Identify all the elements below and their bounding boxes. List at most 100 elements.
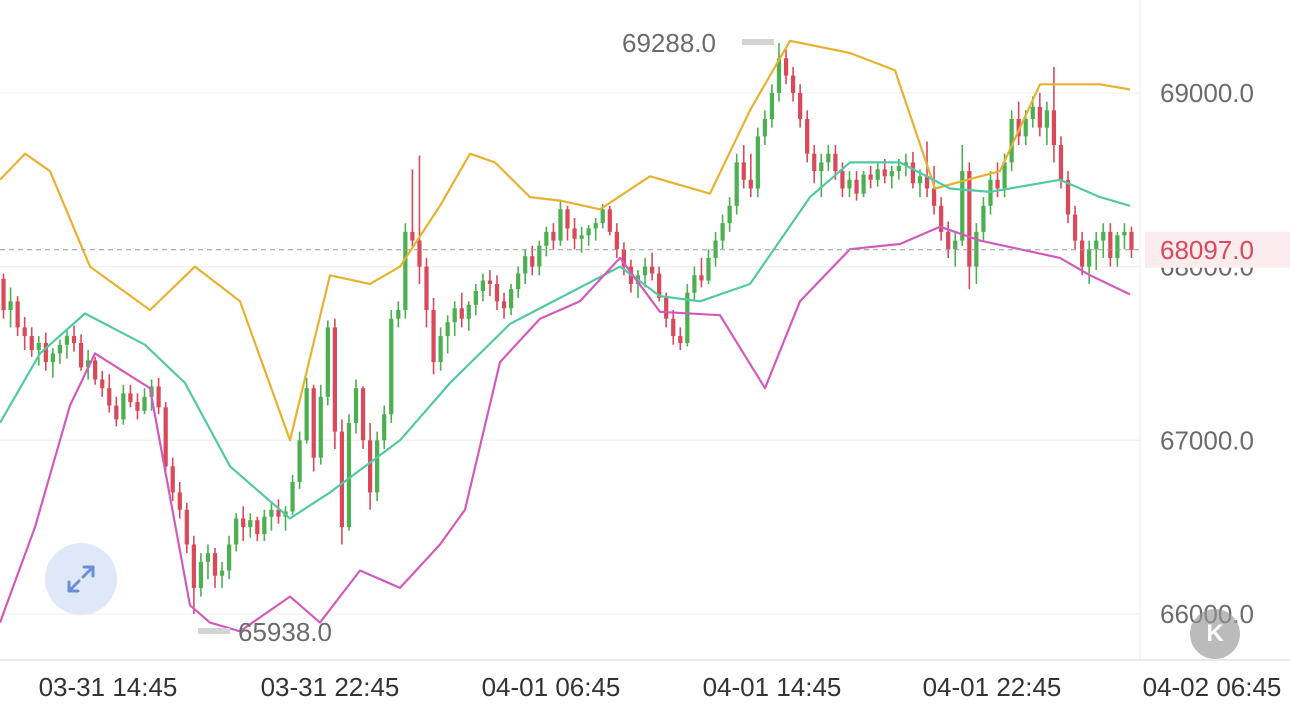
candle-body — [367, 440, 373, 493]
candle-body — [1, 278, 6, 311]
candle-body — [346, 422, 352, 528]
candle-body — [43, 343, 48, 363]
candle-body — [854, 179, 859, 194]
candle-body — [219, 570, 225, 576]
time-tick-label: 04-01 22:45 — [923, 672, 1062, 702]
candle-body — [692, 275, 697, 293]
candle-body — [671, 318, 676, 337]
candle-body — [403, 231, 408, 311]
candle-body — [741, 162, 746, 180]
time-axis: 03-31 14:45 03-31 22:45 04-01 06:45 04-01 1… — [39, 672, 1282, 702]
candle-body — [783, 58, 789, 76]
candle-body — [248, 520, 253, 528]
candle-body — [1101, 231, 1106, 241]
candle-body — [297, 440, 302, 482]
candle-body — [1094, 240, 1099, 250]
candle-body — [678, 336, 683, 344]
candle-body — [325, 327, 330, 397]
candle-body — [424, 266, 429, 311]
candle-body — [311, 388, 316, 458]
candle-body — [15, 301, 20, 328]
candle-body — [713, 240, 718, 258]
time-tick-label: 04-01 14:45 — [703, 672, 842, 702]
candle-body — [389, 318, 394, 415]
candle-body — [234, 518, 239, 545]
candle-body — [530, 256, 535, 267]
candle-body — [544, 231, 549, 246]
time-tick-label: 04-01 06:45 — [482, 672, 621, 702]
candle-body — [974, 231, 979, 267]
candle-body — [1030, 106, 1035, 119]
expand-button[interactable] — [45, 543, 117, 615]
candle-body — [727, 205, 732, 224]
candle-body — [889, 171, 894, 177]
candle-body — [762, 118, 768, 137]
candle-body — [946, 231, 951, 250]
candle-body — [537, 245, 542, 267]
candle-body — [882, 169, 887, 177]
candle-body — [812, 153, 817, 172]
candle-body — [776, 58, 782, 93]
candle-body — [29, 336, 34, 350]
candle-body — [917, 176, 923, 184]
candle-body — [1009, 118, 1014, 163]
candle-body — [600, 209, 605, 224]
candle-body — [57, 344, 63, 354]
candle-body — [375, 440, 380, 493]
candle-body — [960, 171, 965, 241]
candle-body — [720, 223, 725, 241]
candle-body — [981, 205, 986, 232]
expand-icon — [67, 565, 95, 593]
candle-body — [579, 235, 584, 239]
candle-body — [318, 396, 323, 458]
price-gridlines — [0, 92, 1140, 615]
candle-body — [847, 179, 852, 189]
candle-body — [1016, 118, 1021, 137]
candle-body — [184, 509, 189, 545]
candle-body — [142, 396, 147, 411]
candle-body — [593, 223, 598, 229]
candle-body — [50, 353, 55, 363]
candle-body — [262, 516, 267, 535]
candle-body — [396, 310, 401, 319]
candle-body — [128, 393, 133, 403]
candle-body — [621, 249, 627, 267]
candle-body — [558, 209, 563, 241]
candle-body — [1080, 240, 1085, 267]
candle-body — [896, 165, 901, 172]
candle-body — [8, 301, 13, 311]
time-tick-label: 04-02 06:45 — [1143, 672, 1282, 702]
candle-body — [734, 162, 739, 206]
candle-body — [1037, 106, 1042, 128]
candle-body — [114, 405, 119, 420]
candle-body — [1129, 231, 1134, 250]
candle-body — [523, 256, 528, 274]
candle-body — [1115, 235, 1120, 258]
last-price-tag: 68097.0 — [1145, 231, 1290, 268]
candle-body — [269, 509, 274, 517]
candle-body — [255, 520, 260, 535]
candle-body — [205, 553, 211, 562]
last-price-label: 68097.0 — [1160, 235, 1254, 265]
candle-body — [1051, 110, 1057, 146]
candle-body — [304, 388, 309, 441]
candle-body — [100, 379, 105, 389]
candle-body — [868, 174, 873, 180]
candle-body — [1058, 145, 1064, 180]
candle-body — [459, 308, 464, 319]
candle-body — [339, 431, 345, 528]
k-badge[interactable]: K — [1190, 609, 1240, 659]
candle-body — [501, 301, 507, 309]
candle-body — [924, 176, 930, 189]
max-price-marker: 69288.0 — [622, 28, 774, 58]
candle-body — [551, 231, 556, 241]
time-tick-label: 03-31 22:45 — [261, 672, 400, 702]
candle-body — [1122, 231, 1127, 236]
candle-body — [78, 343, 84, 368]
candle-body — [431, 310, 436, 363]
min-price-label: 65938.0 — [238, 617, 332, 647]
candle-body — [685, 292, 690, 344]
candle-body — [353, 388, 359, 423]
candle-body — [953, 240, 958, 250]
